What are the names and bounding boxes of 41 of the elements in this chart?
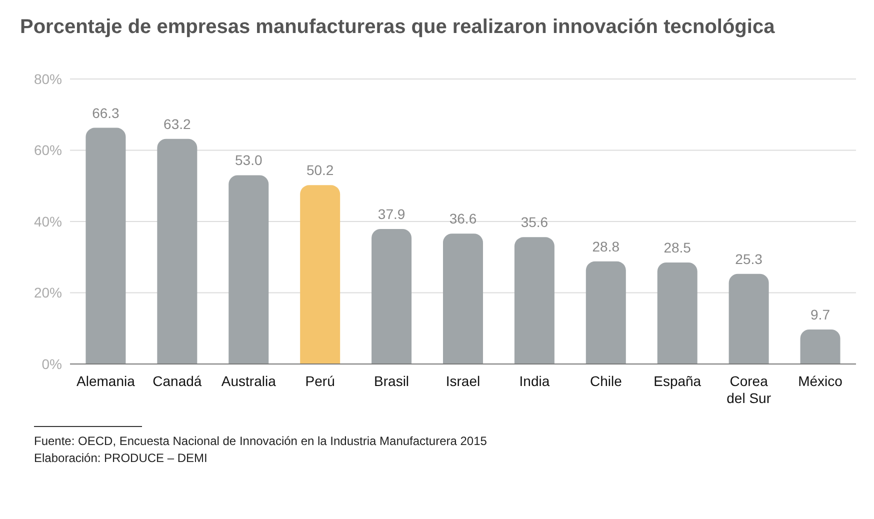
x-tick-label: Australia xyxy=(221,373,276,389)
data-label: 28.8 xyxy=(592,238,620,254)
y-tick-label: 40% xyxy=(34,213,62,230)
bar xyxy=(86,128,126,364)
bar xyxy=(800,329,840,364)
x-tick-label: Canadá xyxy=(152,373,202,389)
bar xyxy=(228,175,269,364)
data-label: 66.3 xyxy=(92,104,120,121)
x-tick-label: España xyxy=(654,373,702,389)
x-tick-label: Brasil xyxy=(374,373,410,389)
chart-title: Porcentaje de empresas manufactureras que realizaron innovación tecnológica xyxy=(19,15,776,39)
bar xyxy=(657,262,698,364)
y-tick-label: 0% xyxy=(42,356,62,372)
y-tick-label: 20% xyxy=(34,284,62,301)
x-tick-label: Perú xyxy=(305,373,335,389)
y-tick-label: 60% xyxy=(34,142,62,158)
x-tick-label: Chile xyxy=(590,373,622,389)
data-label: 25.3 xyxy=(735,250,763,267)
bar xyxy=(514,237,554,364)
data-label: 50.2 xyxy=(306,162,334,178)
bar xyxy=(300,185,340,364)
data-label: 35.6 xyxy=(520,214,548,230)
y-tick-label: 80% xyxy=(34,70,62,87)
text: Elaboración: PRODUCE – DEMI xyxy=(34,450,208,467)
data-label: 28.5 xyxy=(664,239,692,256)
x-tick-label: India xyxy=(519,373,550,389)
bar xyxy=(372,228,412,364)
bar xyxy=(442,234,483,364)
bar xyxy=(728,274,769,364)
bar xyxy=(157,138,198,364)
x-tick-label: Corea del Sur xyxy=(726,373,772,406)
bar xyxy=(586,261,626,364)
data-label: 53.0 xyxy=(235,152,262,168)
data-label: 63.2 xyxy=(164,116,192,132)
x-tick-label: Israel xyxy=(446,373,480,389)
data-label: 36.6 xyxy=(449,210,477,227)
source-note: Fuente: OECD, Encuesta Nacional de Innovación en la Industria Manufacturera 2015 xyxy=(34,433,488,450)
data-label: 37.9 xyxy=(378,206,406,222)
x-tick-label: Alemania xyxy=(76,373,136,389)
data-label: 9.7 xyxy=(810,306,830,322)
x-tick-label: México xyxy=(798,373,843,389)
